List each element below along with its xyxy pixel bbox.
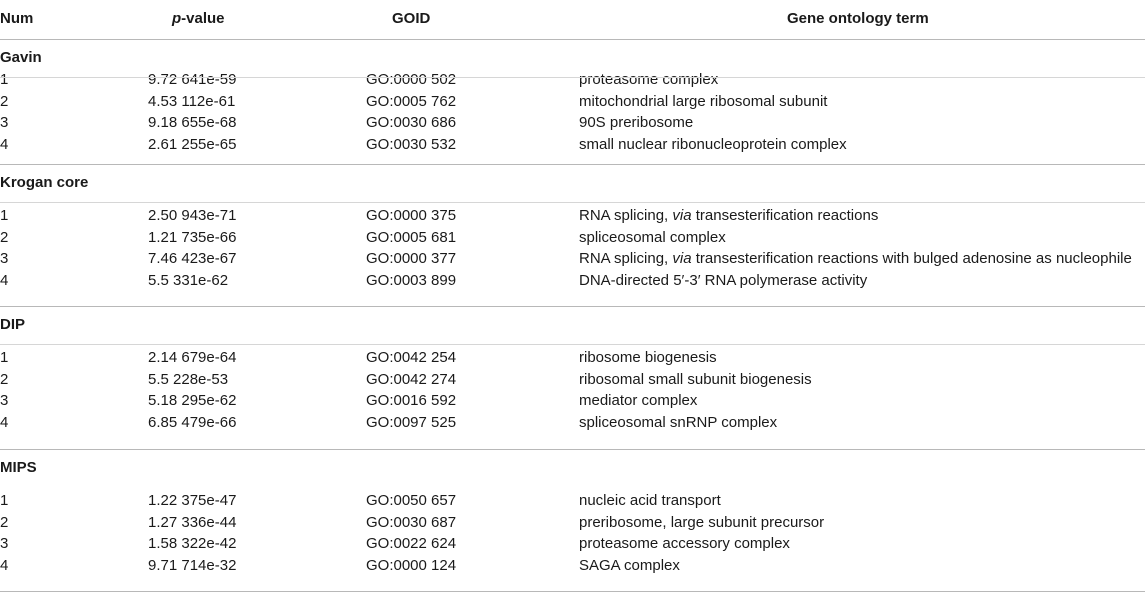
term-part: proteasome complex	[579, 71, 719, 88]
term-part: ribosomal small subunit biogenesis	[579, 370, 812, 388]
row-num: 3	[0, 535, 9, 552]
section-header-rule	[0, 77, 1145, 78]
row-goid: GO:0000 375	[366, 207, 457, 224]
term-part: transesterification reactions with bulge…	[691, 250, 1132, 267]
row-term: DNA-directed 5′-3′ RNA polymerase activi…	[579, 270, 867, 291]
section-title: Krogan core	[0, 174, 89, 191]
row-term: proteasome complex	[579, 69, 718, 90]
term-part: SAGA complex	[579, 556, 680, 574]
row-num: 1	[0, 71, 9, 88]
row-num: 4	[0, 413, 9, 431]
row-goid: GO:0050 657	[366, 492, 457, 509]
row-num: 3	[0, 392, 9, 409]
term-part: mediator complex	[579, 392, 698, 409]
term-part: spliceosomal complex	[579, 228, 726, 246]
section-rule	[0, 164, 1145, 165]
row-goid: GO:0016 592	[366, 392, 457, 409]
row-pvalue: 2.61 255e-65	[148, 135, 237, 153]
row-term: SAGA complex	[579, 555, 680, 576]
term-part: 90S preribosome	[579, 114, 694, 131]
row-goid: GO:0042 274	[366, 370, 457, 388]
row-goid: GO:0097 525	[366, 413, 457, 431]
term-part: small nuclear ribonucleoprotein complex	[579, 135, 847, 153]
section-title: Gavin	[0, 49, 42, 66]
section-header-rule	[0, 344, 1145, 345]
row-pvalue: 2.50 943e-71	[148, 207, 237, 224]
row-num: 3	[0, 250, 9, 267]
row-pvalue: 1.22 375e-47	[148, 492, 237, 509]
row-pvalue: 6.85 479e-66	[148, 413, 237, 431]
row-num: 4	[0, 135, 9, 153]
term-part: mitochondrial large ribosomal subunit	[579, 92, 828, 110]
term-part: spliceosomal snRNP complex	[579, 413, 778, 431]
row-term: preribosome, large subunit precursor	[579, 512, 824, 533]
row-term: small nuclear ribonucleoprotein complex	[579, 134, 847, 155]
row-num: 1	[0, 492, 9, 509]
row-term: spliceosomal snRNP complex	[579, 412, 777, 433]
term-part: proteasome accessory complex	[579, 535, 790, 552]
row-pvalue: 5.5 228e-53	[148, 370, 229, 388]
term-part: nucleic acid transport	[579, 492, 721, 509]
section-title: DIP	[0, 316, 26, 333]
header-term: Gene ontology term	[787, 10, 929, 27]
row-term: mitochondrial large ribosomal subunit	[579, 91, 827, 112]
term-part: RNA splicing,	[579, 207, 673, 224]
row-pvalue: 9.18 655e-68	[148, 114, 237, 131]
row-term: nucleic acid transport	[579, 490, 721, 511]
term-part: via	[672, 207, 692, 224]
row-goid: GO:0005 762	[366, 92, 457, 110]
row-term: ribosome biogenesis	[579, 347, 717, 368]
row-term: spliceosomal complex	[579, 227, 726, 248]
row-pvalue: 5.18 295e-62	[148, 392, 237, 409]
row-pvalue: 9.71 714e-32	[148, 556, 237, 574]
row-num: 3	[0, 114, 9, 131]
row-term: RNA splicing, via transesterification re…	[579, 248, 1132, 269]
row-pvalue: 1.21 735e-66	[148, 228, 237, 246]
term-part: ribosome biogenesis	[579, 349, 717, 366]
row-num: 4	[0, 556, 9, 574]
term-part: preribosome, large subunit precursor	[579, 513, 825, 531]
row-pvalue: 9.72 641e-59	[148, 71, 237, 88]
row-num: 1	[0, 349, 9, 366]
row-pvalue: 5.5 331e-62	[148, 271, 229, 289]
row-goid: GO:0000 124	[366, 556, 457, 574]
header-pvalue: p-value	[172, 10, 225, 27]
row-goid: GO:0042 254	[366, 349, 457, 366]
section-title: MIPS	[0, 459, 37, 476]
row-pvalue: 7.46 423e-67	[148, 250, 237, 267]
row-goid: GO:0005 681	[366, 228, 457, 246]
row-goid: GO:0000 377	[366, 250, 457, 267]
row-goid: GO:0030 687	[366, 513, 457, 531]
row-goid: GO:0030 532	[366, 135, 457, 153]
row-goid: GO:0030 686	[366, 114, 457, 131]
header-num: Num	[0, 10, 34, 27]
section-rule	[0, 306, 1145, 307]
row-term: RNA splicing, via transesterification re…	[579, 205, 878, 226]
row-goid: GO:0022 624	[366, 535, 457, 552]
row-term: ribosomal small subunit biogenesis	[579, 369, 812, 390]
header-rule	[0, 39, 1145, 40]
term-part: transesterification reactions	[691, 207, 879, 224]
row-pvalue: 1.58 322e-42	[148, 535, 237, 552]
row-pvalue: 1.27 336e-44	[148, 513, 237, 531]
row-num: 2	[0, 370, 9, 388]
row-num: 1	[0, 207, 9, 224]
term-part: RNA splicing,	[579, 250, 673, 267]
row-goid: GO:0003 899	[366, 271, 457, 289]
row-pvalue: 4.53 112e-61	[148, 92, 236, 110]
row-term: 90S preribosome	[579, 112, 693, 133]
term-part: DNA-directed 5′-3′ RNA polymerase activi…	[579, 271, 868, 289]
header-goid: GOID	[392, 10, 431, 27]
section-header-rule	[0, 202, 1145, 203]
row-num: 2	[0, 92, 9, 110]
row-pvalue: 2.14 679e-64	[148, 349, 237, 366]
row-num: 2	[0, 228, 9, 246]
row-num: 4	[0, 271, 9, 289]
section-rule	[0, 449, 1145, 450]
row-term: mediator complex	[579, 390, 697, 411]
row-num: 2	[0, 513, 9, 531]
term-part: via	[672, 250, 692, 267]
row-term: proteasome accessory complex	[579, 533, 790, 554]
row-goid: GO:0000 502	[366, 71, 457, 88]
